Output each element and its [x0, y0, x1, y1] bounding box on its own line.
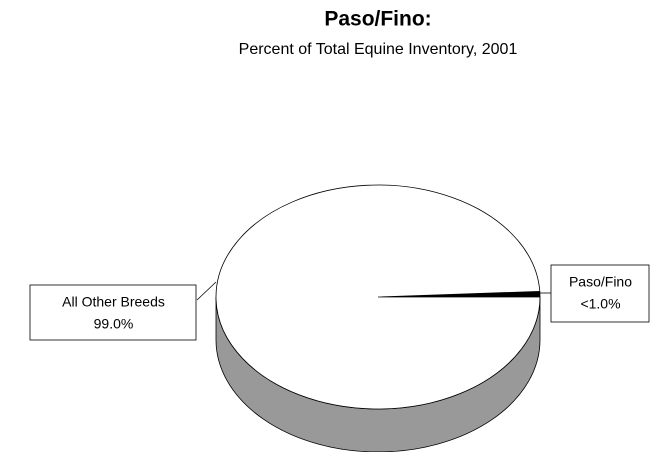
pie-slice — [215, 184, 541, 410]
label-box — [550, 264, 650, 323]
slice-value-label: 99.0% — [94, 316, 134, 332]
slice-label: Paso/Fino — [569, 274, 632, 290]
label-box — [29, 284, 197, 341]
slice-value-label: <1.0% — [580, 296, 620, 312]
leader-line — [196, 281, 217, 301]
slice-label: All Other Breeds — [62, 294, 165, 310]
chart-title: Paso/Fino: — [324, 8, 431, 31]
chart-subtitle: Percent of Total Equine Inventory, 2001 — [239, 41, 518, 58]
